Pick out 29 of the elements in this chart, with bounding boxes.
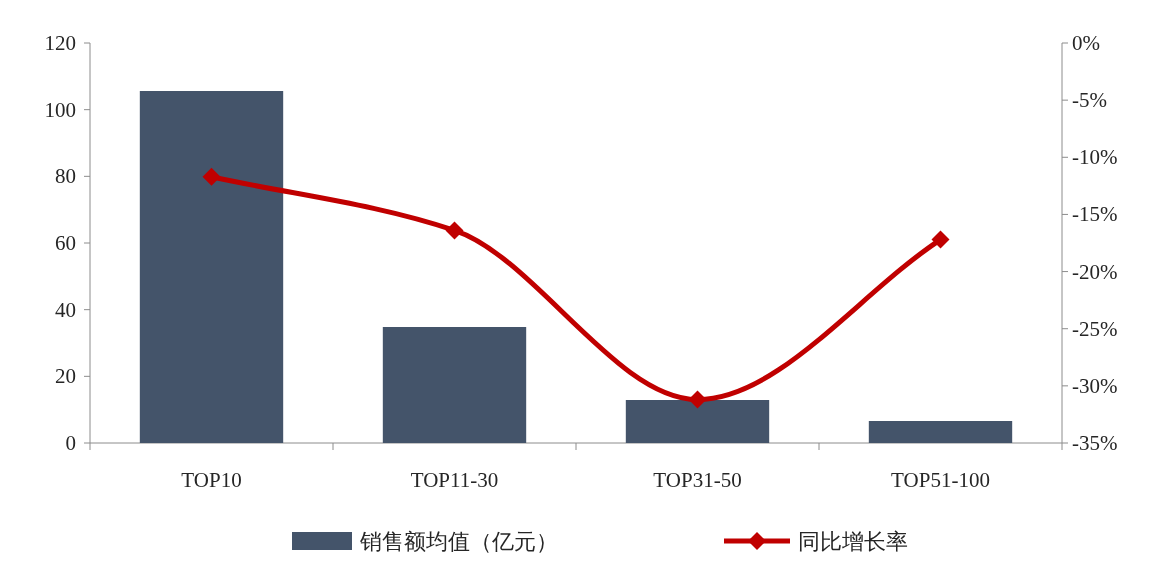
y-tick-label: 80 [55, 164, 76, 189]
bar [382, 327, 527, 443]
y-tick-label: 20 [55, 364, 76, 389]
y2-tick-label: -25% [1072, 316, 1118, 341]
y2-tick-label: -30% [1072, 373, 1118, 398]
x-tick-label: TOP10 [181, 468, 242, 492]
y2-tick-label: -15% [1072, 202, 1118, 227]
bar [868, 421, 1013, 443]
y2-tick-label: 0% [1072, 31, 1100, 55]
y-tick-label: 60 [55, 231, 76, 255]
point [931, 230, 950, 249]
point [445, 221, 464, 240]
y2-tick-label: -10% [1072, 145, 1118, 170]
y2-tick-label: -20% [1072, 259, 1118, 284]
x-tick-label: TOP11-30 [410, 468, 499, 492]
y-tick-label: 120 [44, 31, 76, 55]
x-tick-label: TOP31-50 [653, 468, 742, 492]
point [688, 390, 707, 409]
bar [139, 91, 284, 443]
x-tick-label: TOP51-100 [891, 468, 990, 492]
y-tick-label: 100 [44, 97, 76, 122]
legend-label: 同比增长率 [798, 529, 908, 554]
y2-tick-label: -35% [1072, 431, 1118, 455]
legend-label: 销售额均值（亿元） [359, 529, 558, 554]
y2-tick-label: -5% [1072, 88, 1107, 113]
point [202, 167, 221, 186]
y-tick-label: 40 [55, 297, 76, 322]
bar [625, 400, 770, 443]
y-tick-label: 0 [65, 431, 76, 455]
